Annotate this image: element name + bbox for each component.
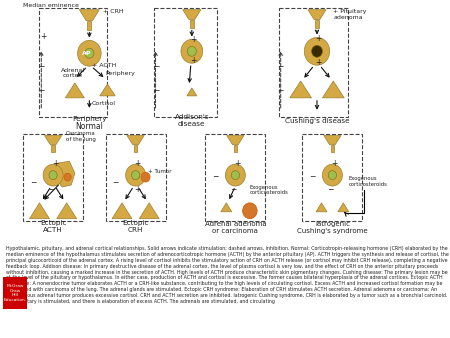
Polygon shape (112, 203, 132, 219)
Text: Carcinoma: Carcinoma (66, 131, 95, 136)
Text: Ectopic
ACTH: Ectopic ACTH (40, 220, 66, 233)
Text: −: − (230, 186, 237, 194)
Circle shape (126, 164, 146, 186)
Polygon shape (65, 83, 84, 98)
Text: +: + (190, 56, 197, 65)
Circle shape (49, 171, 57, 179)
Circle shape (323, 164, 342, 186)
Polygon shape (290, 81, 311, 98)
Text: −: − (112, 178, 119, 188)
Text: +: + (40, 32, 46, 41)
Text: −: − (48, 186, 54, 194)
Text: Addison's
disease: Addison's disease (175, 114, 209, 127)
Polygon shape (134, 145, 137, 152)
Polygon shape (331, 145, 334, 152)
Polygon shape (221, 203, 232, 212)
Polygon shape (234, 145, 237, 152)
Text: +: + (234, 159, 240, 168)
Text: −: − (328, 186, 334, 194)
Text: +: + (52, 159, 58, 168)
Text: +: + (315, 34, 322, 43)
Circle shape (187, 46, 196, 56)
Text: adenoma: adenoma (333, 15, 363, 20)
Circle shape (43, 164, 63, 186)
Text: + ACTH: + ACTH (92, 63, 117, 68)
Text: −: − (153, 62, 160, 71)
Text: + Tumor: + Tumor (148, 169, 172, 174)
Text: corticosteroids: corticosteroids (250, 191, 289, 195)
Text: McGraw
Graw
Hill
Education: McGraw Graw Hill Education (4, 284, 26, 302)
Text: +: + (190, 35, 197, 44)
Polygon shape (324, 136, 341, 145)
Polygon shape (139, 203, 159, 219)
Polygon shape (338, 203, 349, 212)
Text: corticosteroids: corticosteroids (349, 182, 387, 187)
Text: Exogenous: Exogenous (349, 176, 378, 180)
Text: Cortisol: Cortisol (91, 101, 115, 106)
Text: −: − (38, 62, 45, 71)
Text: AP: AP (82, 51, 91, 56)
Polygon shape (100, 84, 115, 96)
Text: of the lung: of the lung (66, 137, 96, 142)
Text: −: − (309, 173, 315, 182)
Circle shape (77, 41, 101, 66)
Circle shape (328, 171, 337, 179)
Text: Periphery: Periphery (106, 71, 135, 76)
Text: Adrenal
cortex: Adrenal cortex (61, 68, 85, 78)
FancyBboxPatch shape (3, 277, 27, 309)
Text: −: − (212, 173, 219, 182)
Polygon shape (323, 81, 344, 98)
Text: −: − (278, 87, 284, 95)
Text: + CRH: + CRH (103, 9, 124, 14)
Circle shape (64, 173, 71, 181)
Polygon shape (187, 88, 197, 96)
Polygon shape (308, 10, 326, 20)
Text: −: − (278, 62, 284, 71)
Text: −: − (30, 178, 36, 188)
Circle shape (141, 172, 150, 182)
Circle shape (85, 48, 94, 58)
Text: +: + (315, 58, 322, 67)
Polygon shape (57, 203, 76, 219)
Polygon shape (315, 20, 319, 27)
Polygon shape (87, 21, 91, 29)
Text: Median eminence: Median eminence (22, 3, 78, 8)
Text: +: + (331, 159, 338, 168)
Circle shape (311, 45, 323, 57)
Polygon shape (316, 203, 327, 212)
Text: + Pituitary: + Pituitary (333, 9, 367, 14)
Text: Adrenal adenoma
or carcinoma: Adrenal adenoma or carcinoma (205, 221, 266, 234)
Text: −: − (38, 87, 45, 95)
Polygon shape (55, 161, 75, 187)
Text: Hypothalamic, pituitary, and adrenal cortical relationships. Solid arrows indica: Hypothalamic, pituitary, and adrenal cor… (6, 246, 449, 304)
Polygon shape (51, 145, 55, 152)
Text: Exogenous: Exogenous (250, 185, 279, 190)
Polygon shape (45, 136, 62, 145)
Circle shape (181, 40, 202, 63)
Circle shape (225, 164, 245, 186)
Text: +: + (134, 159, 140, 168)
Circle shape (304, 38, 330, 65)
Text: Cushing's disease: Cushing's disease (285, 118, 349, 124)
Polygon shape (190, 20, 194, 27)
Polygon shape (227, 136, 244, 145)
Polygon shape (183, 10, 201, 20)
Circle shape (131, 171, 140, 179)
Polygon shape (79, 10, 99, 21)
Polygon shape (30, 203, 50, 219)
Text: +: + (134, 186, 140, 194)
Text: Iatrogenic
Cushing's syndrome: Iatrogenic Cushing's syndrome (297, 221, 368, 234)
Text: Normal: Normal (76, 122, 104, 131)
Text: Ectopic
CRH: Ectopic CRH (122, 220, 149, 233)
Circle shape (231, 171, 239, 179)
Polygon shape (127, 136, 144, 145)
Text: Periphery: Periphery (72, 116, 107, 122)
Text: −: − (153, 87, 160, 95)
Circle shape (243, 203, 257, 219)
